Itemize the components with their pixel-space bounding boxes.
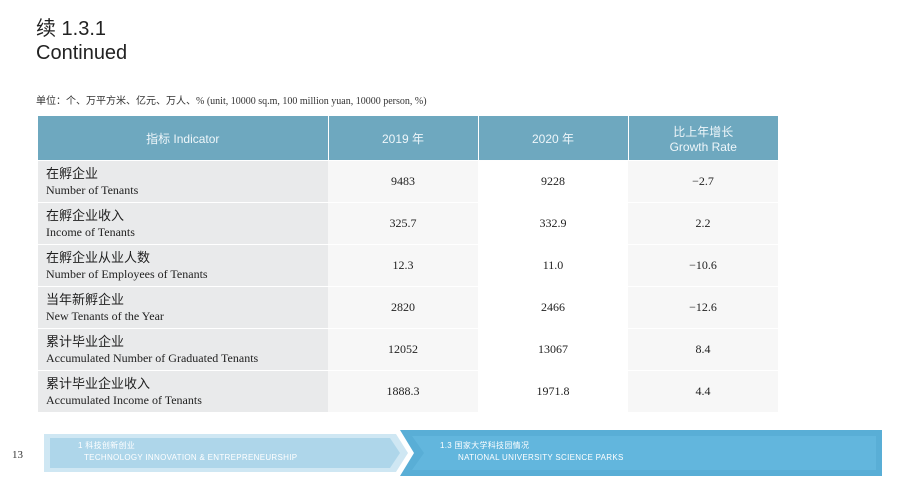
indicator-name-en: Number of Tenants — [46, 182, 139, 197]
value-2019: 1888.3 — [328, 370, 478, 412]
footer-banner: 1 科技创新创业 TECHNOLOGY INNOVATION & ENTREPR… — [44, 430, 882, 476]
value-2020: 2466 — [478, 286, 628, 329]
indicator-cell: 在孵企业从业人数 Number of Employees of Tenants — [38, 244, 328, 287]
table-row: 在孵企业从业人数 Number of Employees of Tenants … — [38, 244, 778, 287]
indicator-name-en: Income of Tenants — [46, 224, 135, 239]
value-2019: 325.7 — [328, 202, 478, 245]
page-title-en: Continued — [36, 42, 128, 64]
column-header-2020: 2020 年 — [478, 116, 629, 161]
footer-shapes — [44, 430, 882, 476]
indicator-cell: 在孵企业收入 Income of Tenants — [38, 202, 328, 245]
column-header-indicator: 指标 Indicator — [38, 116, 329, 161]
value-2019: 12.3 — [328, 244, 478, 287]
value-2019: 9483 — [328, 160, 478, 203]
column-header-2019: 2019 年 — [328, 116, 479, 161]
data-table-container: 指标 Indicator 2019 年 2020 年 比上年增长 Growth … — [38, 116, 778, 412]
footer-right-zh: 1.3 国家大学科技园情况 — [440, 441, 530, 450]
table-row: 在孵企业收入 Income of Tenants 325.7 332.9 2.2 — [38, 202, 778, 245]
column-header-growth: 比上年增长 Growth Rate — [628, 116, 778, 161]
indicator-name-zh: 累计毕业企业 — [46, 333, 125, 349]
value-2020: 1971.8 — [478, 370, 628, 412]
page-number: 13 — [12, 449, 23, 461]
indicator-cell: 累计毕业企业 Accumulated Number of Graduated T… — [38, 328, 328, 371]
value-2019: 12052 — [328, 328, 478, 371]
indicator-name-zh: 当年新孵企业 — [46, 291, 125, 307]
growth-rate: −12.6 — [628, 286, 778, 329]
data-table: 指标 Indicator 2019 年 2020 年 比上年增长 Growth … — [38, 116, 778, 412]
growth-rate: 2.2 — [628, 202, 778, 245]
indicator-name-zh: 累计毕业企业收入 — [46, 375, 151, 391]
value-2019: 2820 — [328, 286, 478, 329]
value-2020: 9228 — [478, 160, 628, 203]
indicator-name-zh: 在孵企业 — [46, 165, 99, 181]
indicator-name-zh: 在孵企业从业人数 — [46, 249, 151, 265]
page-title-zh: 续 1.3.1 — [36, 18, 107, 40]
value-2020: 11.0 — [478, 244, 628, 287]
indicator-cell: 累计毕业企业收入 Accumulated Income of Tenants — [38, 370, 328, 412]
growth-header-en: Growth Rate — [669, 139, 737, 154]
footer-left-ribbon-inner — [50, 438, 400, 468]
growth-header-zh: 比上年增长 — [673, 124, 734, 139]
table-header-row: 指标 Indicator 2019 年 2020 年 比上年增长 Growth … — [38, 116, 778, 161]
footer-right-ribbon-inner — [412, 436, 876, 470]
indicator-name-en: New Tenants of the Year — [46, 308, 164, 323]
table-row: 当年新孵企业 New Tenants of the Year 2820 2466… — [38, 286, 778, 329]
indicator-name-zh: 在孵企业收入 — [46, 207, 125, 223]
growth-rate: −10.6 — [628, 244, 778, 287]
value-2020: 13067 — [478, 328, 628, 371]
indicator-cell: 当年新孵企业 New Tenants of the Year — [38, 286, 328, 329]
value-2020: 332.9 — [478, 202, 628, 245]
indicator-cell: 在孵企业 Number of Tenants — [38, 160, 328, 203]
table-row: 累计毕业企业 Accumulated Number of Graduated T… — [38, 328, 778, 371]
indicator-name-en: Accumulated Number of Graduated Tenants — [46, 350, 259, 365]
growth-rate: 4.4 — [628, 370, 778, 412]
growth-rate: −2.7 — [628, 160, 778, 203]
footer-left-en: TECHNOLOGY INNOVATION & ENTREPRENEURSHIP — [84, 453, 298, 462]
indicator-name-en: Number of Employees of Tenants — [46, 266, 208, 281]
footer-right-en: NATIONAL UNIVERSITY SCIENCE PARKS — [458, 453, 624, 462]
table-row: 在孵企业 Number of Tenants 9483 9228 −2.7 — [38, 160, 778, 203]
indicator-name-en: Accumulated Income of Tenants — [46, 392, 202, 407]
growth-rate: 8.4 — [628, 328, 778, 371]
footer-left-zh: 1 科技创新创业 — [78, 441, 136, 450]
table-row: 累计毕业企业收入 Accumulated Income of Tenants 1… — [38, 370, 778, 412]
unit-note: 单位：个、万平方米、亿元、万人、% (unit, 10000 sq.m, 100… — [36, 96, 427, 107]
